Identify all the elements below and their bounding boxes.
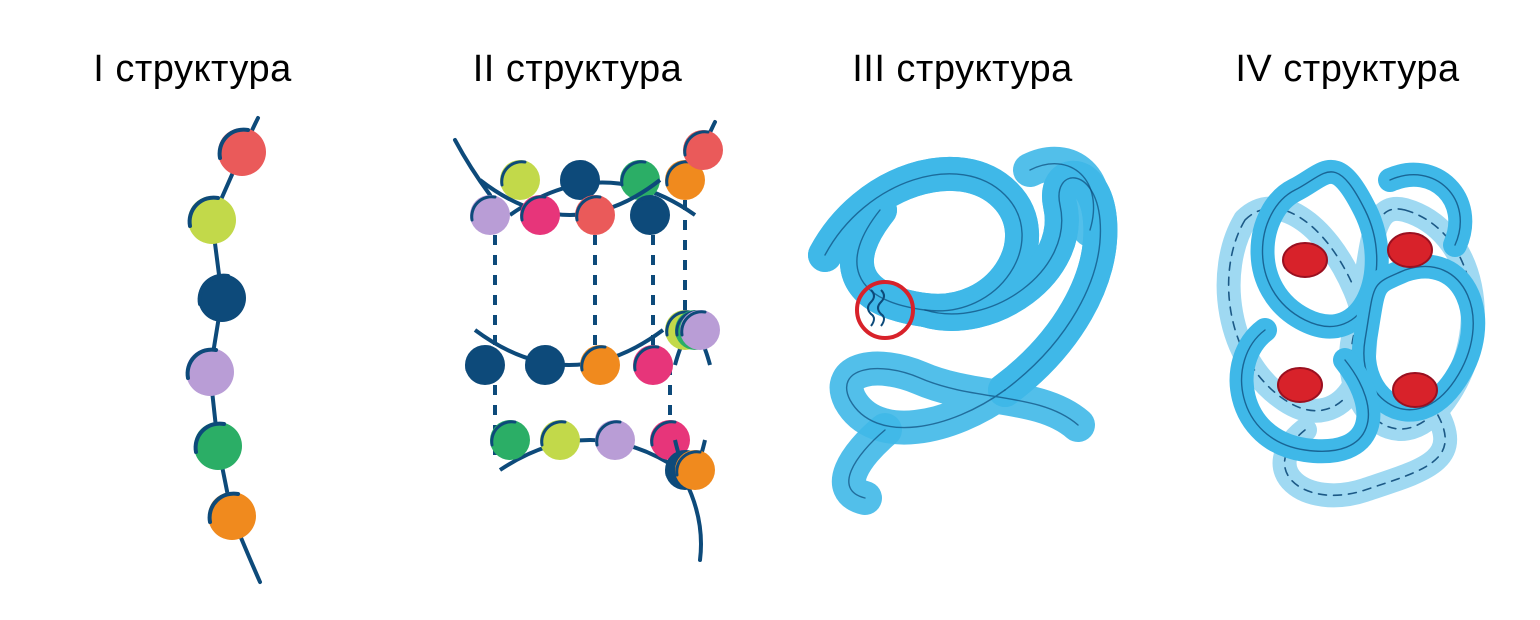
diagram-tertiary xyxy=(770,0,1155,620)
diagram-quaternary xyxy=(1155,0,1540,620)
panel-secondary: II структура xyxy=(385,0,770,620)
panel-tertiary: III структура xyxy=(770,0,1155,620)
diagram-primary xyxy=(0,0,385,620)
panel-primary: I структура xyxy=(0,0,385,620)
diagram-secondary xyxy=(385,0,770,620)
panel-quaternary: IV структура xyxy=(1155,0,1540,620)
